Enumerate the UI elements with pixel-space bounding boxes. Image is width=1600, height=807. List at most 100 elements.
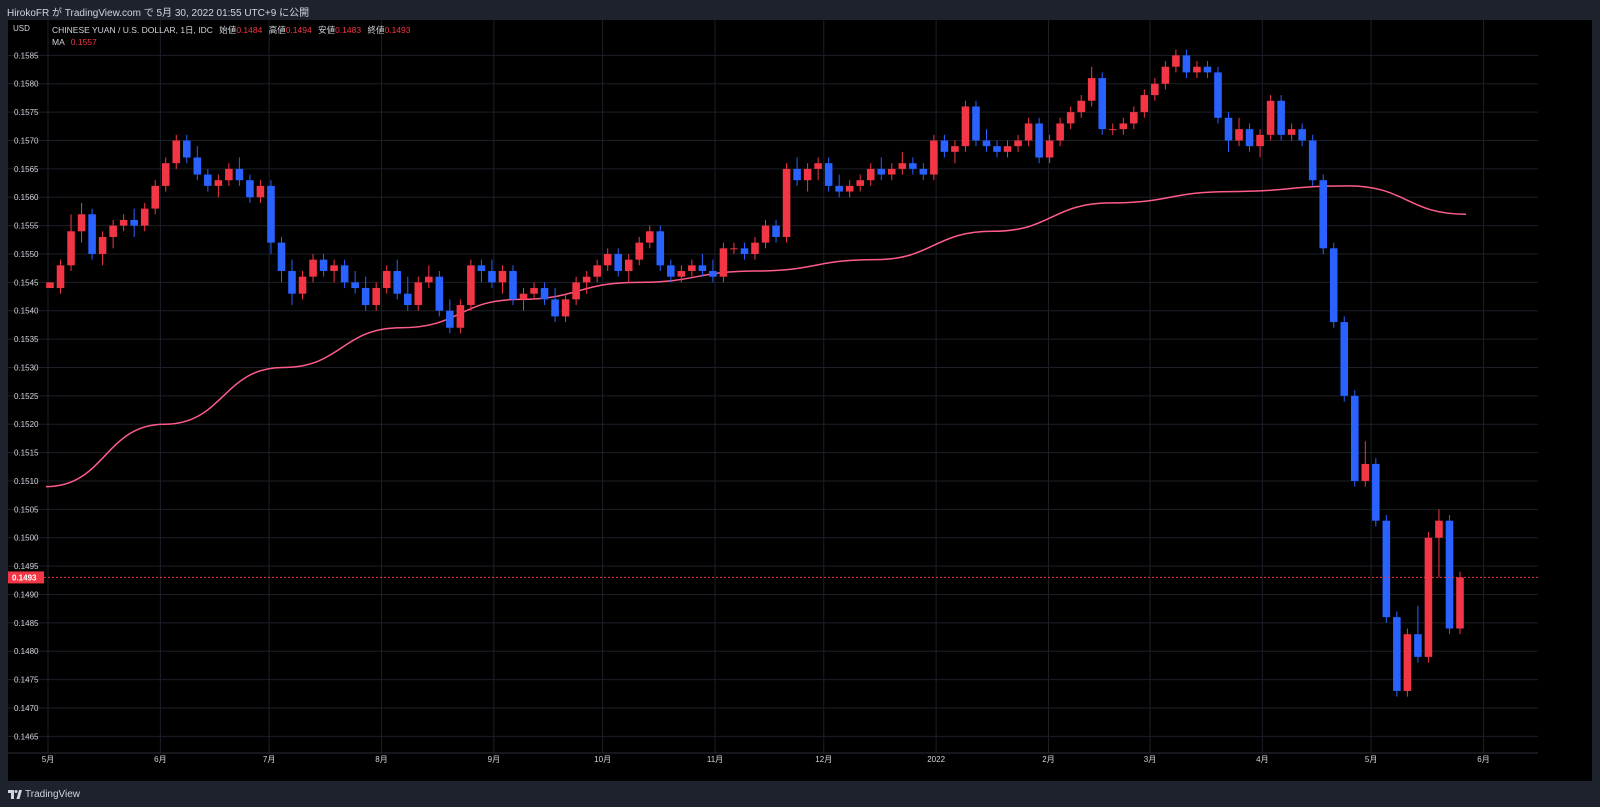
candle-body [340, 265, 349, 283]
candle-body [1414, 634, 1422, 657]
candle-body [793, 168, 801, 181]
candle-body [446, 310, 454, 328]
x-tick-label: 6月 [1477, 755, 1489, 764]
tradingview-brand: TradingView [25, 789, 81, 800]
candles [46, 49, 1464, 697]
candle-body [1203, 66, 1212, 73]
y-tick-label: 0.1465 [14, 732, 39, 741]
y-tick-label: 0.1480 [14, 647, 39, 656]
candle-body [1045, 140, 1054, 158]
candle-body [761, 225, 770, 243]
y-tick-label: 0.1500 [14, 534, 39, 543]
candle-body [1172, 55, 1180, 67]
y-tick-label: 0.1575 [14, 108, 39, 117]
x-tick-label: 2022 [927, 755, 945, 764]
x-tick-label: 2月 [1042, 755, 1054, 764]
tradingview-logo[interactable]: TradingView [8, 789, 80, 800]
candle-body [393, 271, 402, 294]
candle-body [824, 163, 833, 186]
candle-body [214, 180, 223, 186]
candle-body [866, 168, 875, 181]
ma-line [45, 185, 1467, 488]
candle-body [1256, 134, 1264, 147]
candle-body [298, 276, 307, 294]
candle-body [1456, 577, 1464, 629]
candle-body [845, 185, 854, 192]
candle-body [582, 276, 591, 283]
candle-body [46, 282, 54, 289]
legend-high-label: 高値 [268, 25, 286, 35]
legend-symbol: CHINESE YUAN / U.S. DOLLAR, 1日, IDC [52, 25, 213, 35]
candle-body [351, 282, 359, 289]
candle-body [551, 299, 559, 317]
chart-area[interactable]: 0.1493 0.1465 0.1470 0.1475 0.1480 0.1485 0.1… [8, 20, 1592, 781]
candle-body [67, 231, 75, 266]
bottom-bar: TradingView [0, 781, 1600, 807]
candle-body [288, 271, 296, 294]
candle-body [972, 106, 980, 141]
y-tick-label: 0.1560 [14, 193, 39, 202]
candle-body [1245, 129, 1254, 147]
x-tick-label: 12月 [815, 755, 832, 764]
candle-body [751, 242, 759, 254]
candle-body [961, 106, 970, 147]
candle-body [803, 168, 812, 181]
x-tick-label: 11月 [707, 755, 723, 764]
y-tick-label: 0.1570 [14, 136, 39, 145]
candle-body [414, 282, 423, 306]
y-tick-label: 0.1475 [14, 676, 39, 685]
candle-body [919, 168, 928, 175]
legend-ma-row: MA 0.1557 [52, 36, 410, 48]
candle-body [1424, 537, 1433, 657]
candle-body [1182, 55, 1191, 73]
candle-body [1024, 123, 1033, 141]
candle-body [1287, 129, 1296, 135]
y-tick-label: 0.1515 [14, 449, 39, 458]
y-tick-label: 0.1540 [14, 307, 39, 316]
candle-body [982, 140, 991, 147]
candle-body [1340, 322, 1349, 396]
candle-body [56, 265, 65, 289]
candle-body [1266, 100, 1275, 135]
candle-body [635, 242, 644, 260]
candle-body [1066, 112, 1075, 124]
candle-body [477, 265, 486, 272]
candle-body [1350, 395, 1359, 481]
top-bar: HirokoFR が TradingView.com で 5月 30, 2022… [0, 0, 1600, 20]
candle-body [1277, 100, 1285, 135]
legend: CHINESE YUAN / U.S. DOLLAR, 1日, IDC 始値0.… [52, 24, 410, 48]
candle-body [330, 265, 338, 272]
legend-low-value: 0.1483 [335, 25, 362, 35]
candle-body [656, 231, 665, 266]
candle-body [319, 259, 328, 272]
candle-body [888, 168, 896, 175]
candle-body [1014, 140, 1022, 147]
x-tick-label: 3月 [1144, 755, 1156, 764]
candle-body [1372, 463, 1380, 521]
y-tick-label: 0.1535 [14, 335, 39, 344]
candle-body [88, 214, 96, 254]
candle-body [509, 271, 517, 300]
candle-body [161, 163, 170, 186]
x-axis: 5月 6月 7月 8月 9月 10月 11月 12月 2022 2月 3月 4月 5月 6月 [8, 752, 1538, 764]
candle-body [246, 180, 254, 198]
candle-body [361, 288, 370, 306]
axis-currency-label: USD [13, 24, 30, 33]
legend-ma-value: 0.1557 [70, 37, 97, 47]
tradingview-logo-icon [8, 790, 22, 799]
candle-body [877, 168, 886, 175]
price-chart[interactable]: 0.1493 0.14650.14700.14750.14800.14850.1… [8, 20, 1592, 781]
last-price-badge [8, 571, 44, 584]
candle-body [540, 288, 549, 300]
y-tick-label: 0.1525 [14, 392, 39, 401]
candle-body [667, 265, 675, 277]
candle-body [277, 242, 286, 272]
candle-body [98, 236, 107, 254]
candle-body [782, 168, 791, 237]
candle-body [1319, 180, 1327, 249]
candle-body [204, 174, 212, 186]
publish-info: HirokoFR が TradingView.com で 5月 30, 2022… [7, 8, 310, 19]
candle-body [614, 253, 622, 272]
candle-body [1403, 634, 1412, 691]
candle-body [1130, 112, 1138, 124]
